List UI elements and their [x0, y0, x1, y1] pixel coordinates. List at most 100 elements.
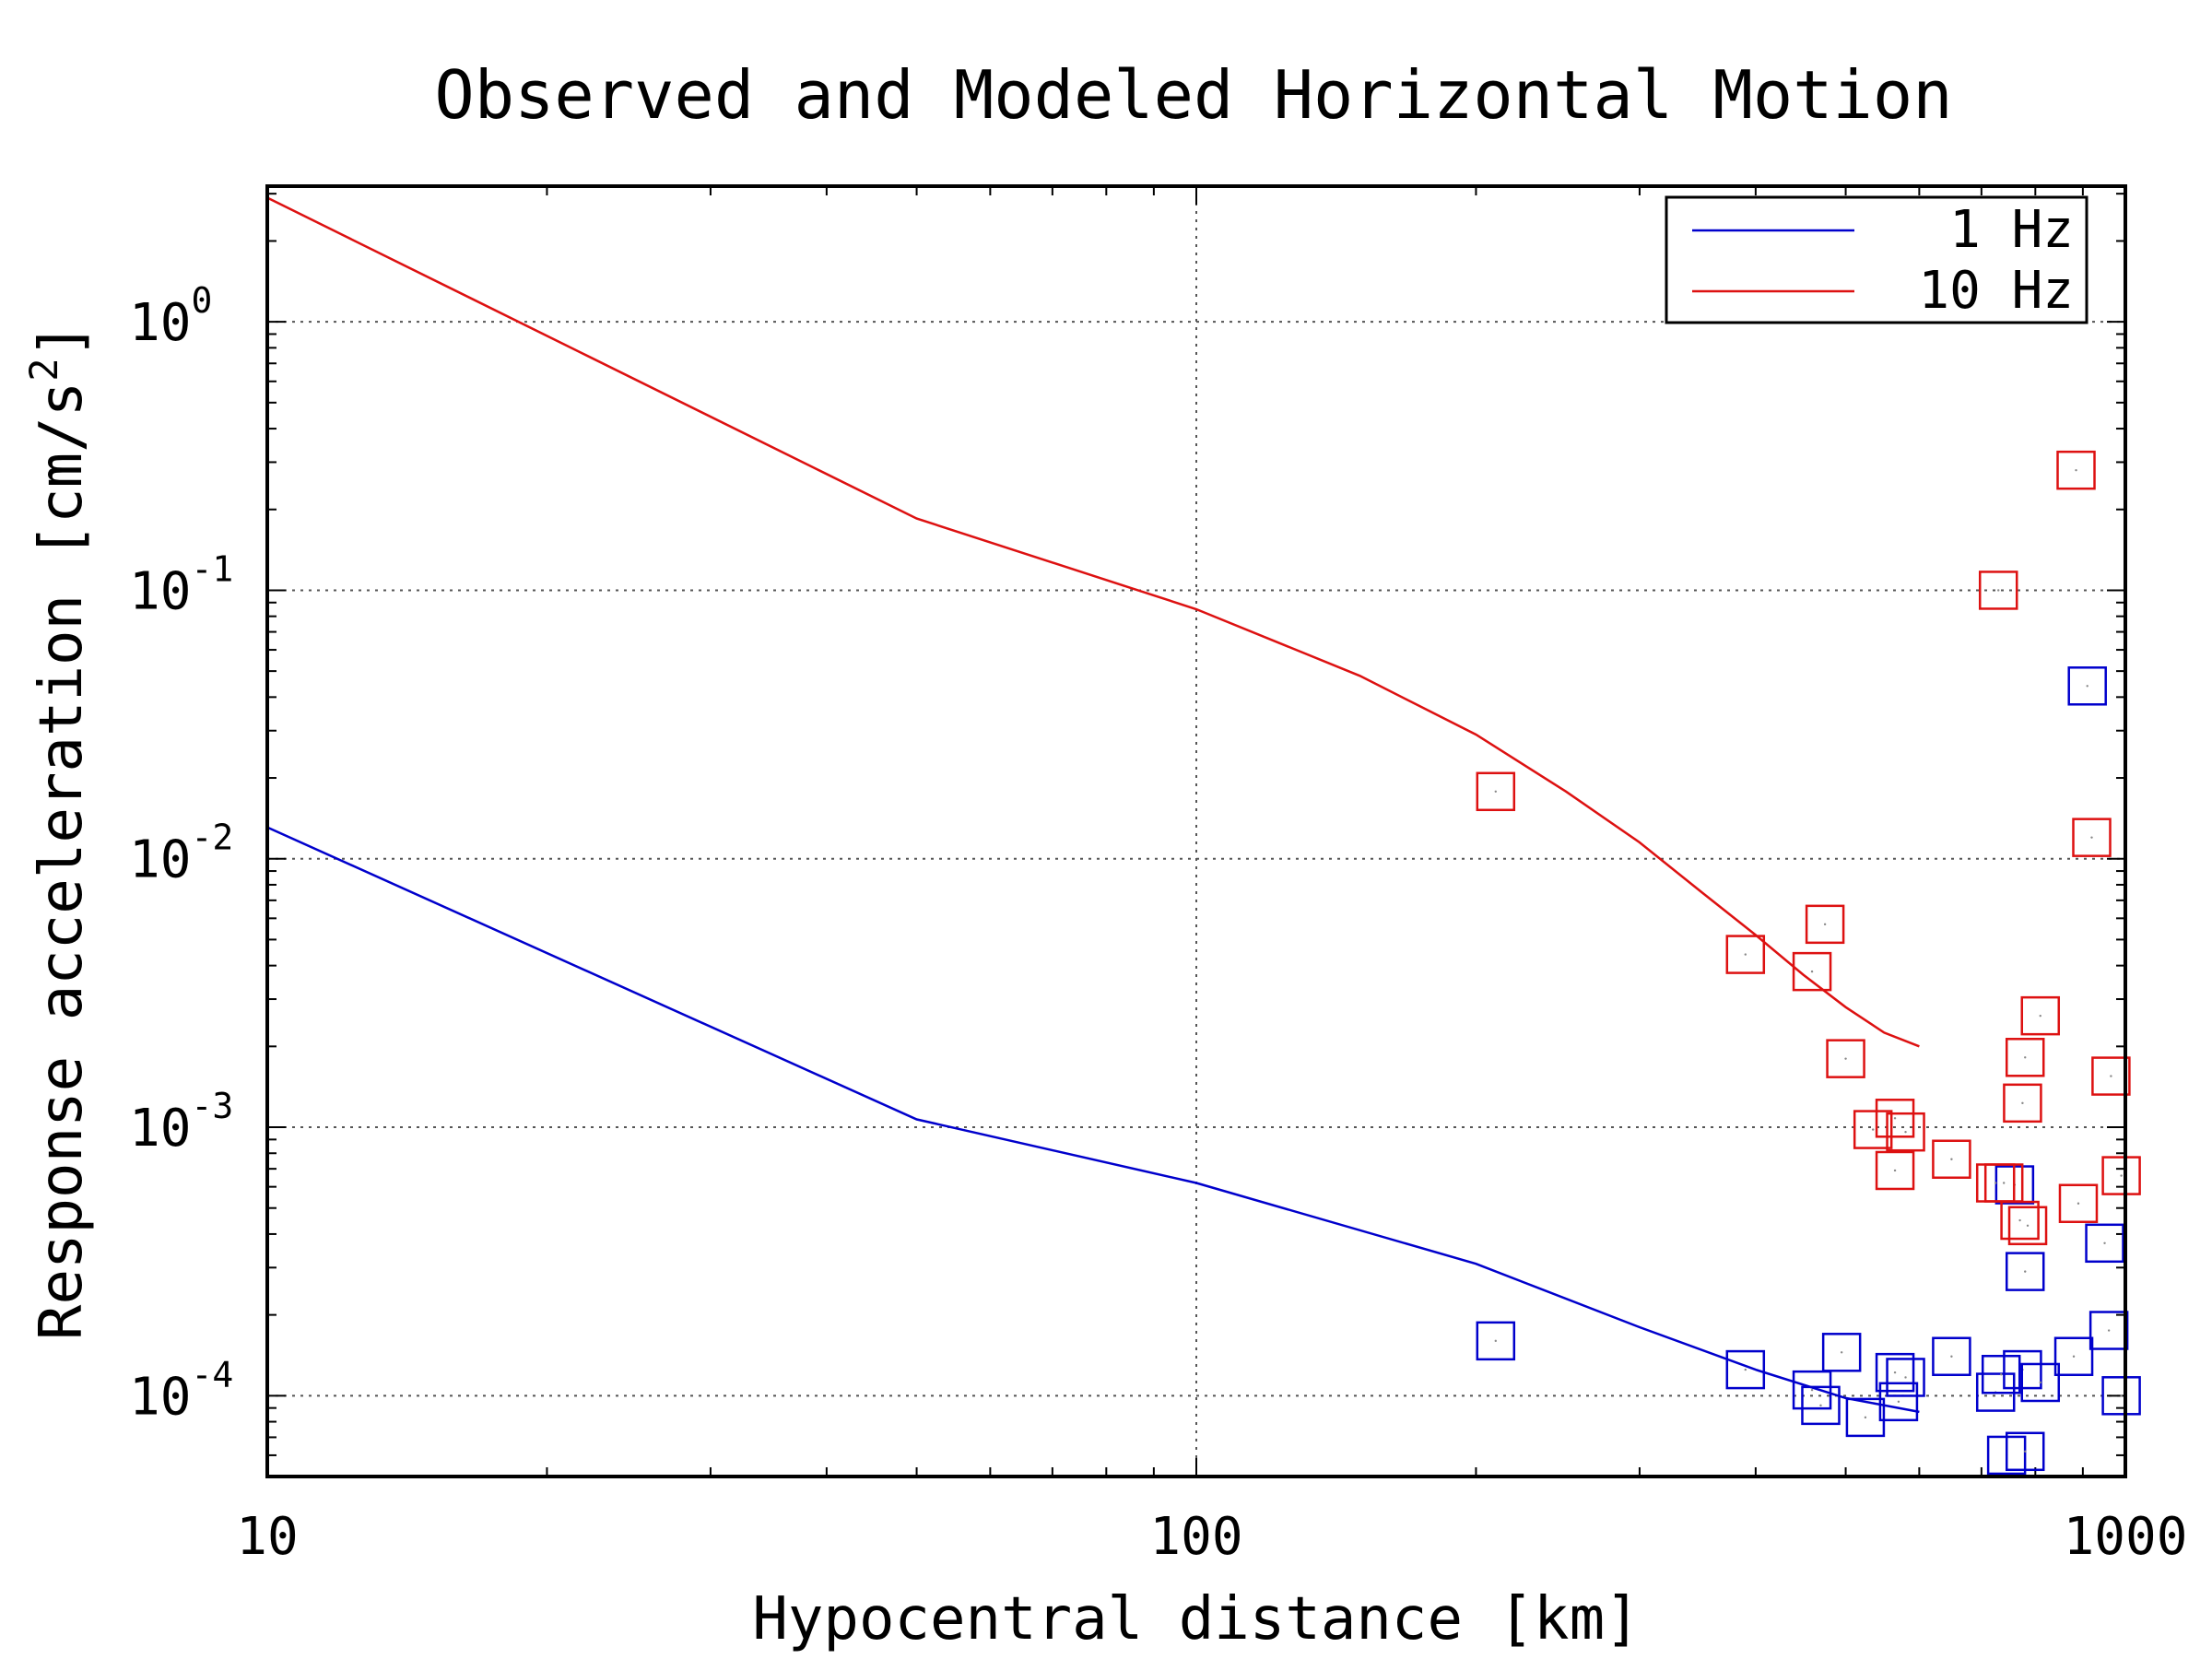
y-tick-label-base: 10: [129, 561, 191, 621]
data-point-center: [2120, 1394, 2123, 1397]
data-point-center: [2024, 1056, 2027, 1059]
data-point: [2020, 1362, 2061, 1403]
data-point: [1875, 1099, 1915, 1138]
data-point-center: [1950, 1158, 1953, 1160]
data-point-center: [2120, 1174, 2123, 1177]
data-point: [2005, 1252, 2045, 1291]
data-point-center: [1494, 790, 1497, 793]
data-point: [1886, 1112, 1925, 1152]
data-point-center: [1904, 1376, 1907, 1379]
data-point: [1821, 1333, 1862, 1372]
data-point: [2003, 1083, 2042, 1124]
data-point: [2056, 450, 2096, 490]
data-point-center: [1997, 589, 2000, 592]
data-point: [2000, 1200, 2040, 1241]
data-point-center: [1823, 923, 1827, 926]
chart-title: Observed and Modeled Horizontal Motion: [434, 56, 1952, 134]
data-point: [1845, 1397, 1886, 1438]
data-point-center: [1810, 1388, 1814, 1392]
model-line-10hz: [266, 196, 1920, 1048]
y-tick-label-exponent: -1: [191, 548, 233, 589]
data-point: [2091, 1056, 2131, 1096]
data-point-center: [1744, 953, 1747, 956]
data-point-center: [2039, 1014, 2041, 1018]
y-tick-label-exponent: -4: [191, 1354, 233, 1394]
data-point: [2005, 1431, 2045, 1472]
data-point-center: [1893, 1371, 1897, 1374]
y-tick-label: 10-4: [129, 1354, 233, 1427]
data-point: [2020, 995, 2061, 1036]
data-point: [1805, 904, 1845, 945]
y-axis-label-exponent: 2: [21, 358, 66, 381]
data-point-center: [2024, 1270, 2027, 1273]
plot-series: [266, 196, 2141, 1476]
data-point: [2053, 1336, 2094, 1376]
data-point: [1875, 1352, 1915, 1393]
data-point: [2088, 1311, 2129, 1350]
legend-label: 1 Hz: [1949, 200, 2074, 260]
data-point-center: [2072, 1355, 2076, 1358]
data-point: [2005, 1038, 2045, 1077]
data-point-center: [2002, 1182, 2006, 1184]
data-point: [2058, 1183, 2099, 1223]
data-point: [2085, 1223, 2124, 1264]
data-point: [1801, 1385, 1841, 1426]
x-tick-label: 10: [236, 1507, 298, 1567]
data-point-center: [2026, 1224, 2030, 1227]
data-point-center: [1744, 1368, 1747, 1371]
y-axis-label: Response acceleration [cm/s2]: [21, 323, 96, 1340]
data-point-center: [2018, 1218, 2021, 1222]
y-tick-label-exponent: 0: [191, 280, 212, 321]
data-point-center: [1494, 1339, 1497, 1343]
data-point: [1932, 1336, 1971, 1376]
data-point: [1476, 771, 1516, 812]
data-point-center: [1893, 1169, 1897, 1172]
data-point: [1875, 1150, 1915, 1191]
data-point-center: [1897, 1400, 1900, 1404]
data-point: [1476, 1321, 1516, 1361]
data-point-center: [1871, 1128, 1875, 1131]
data-point-center: [2000, 1373, 2003, 1376]
data-point-center: [2077, 1202, 2080, 1205]
data-point: [2067, 666, 2107, 706]
data-point-center: [2103, 1241, 2106, 1245]
data-point-center: [1844, 1057, 1847, 1060]
y-tick-label: 10-3: [129, 1086, 233, 1159]
data-point-center: [2086, 685, 2088, 688]
plot-frame: [265, 184, 2127, 1478]
y-tick-label-base: 10: [129, 1367, 191, 1427]
data-point-center: [2039, 1381, 2041, 1384]
data-point: [1725, 935, 1766, 974]
grid: [267, 186, 2125, 1477]
y-axis-label-end: ]: [28, 323, 96, 359]
y-axis-label-group: Response acceleration [cm/s2]: [21, 323, 96, 1340]
observed-points-10hz: [1476, 450, 2141, 1246]
observed-points-1hz: [1476, 666, 2141, 1476]
y-tick-label: 10-2: [129, 818, 233, 890]
data-point: [1725, 1349, 1766, 1390]
data-point-center: [2024, 1450, 2027, 1453]
y-tick-label: 100: [129, 280, 212, 353]
data-point-center: [1864, 1416, 1867, 1419]
data-point: [1978, 571, 2018, 610]
data-point: [1981, 1354, 2021, 1394]
data-point: [1932, 1139, 1971, 1179]
data-point-center: [1950, 1355, 1953, 1358]
legend-label: 10 Hz: [1918, 261, 2074, 321]
data-point: [1878, 1382, 1919, 1422]
data-point: [2072, 818, 2112, 857]
data-point: [2007, 1206, 2048, 1246]
y-tick-label-base: 10: [129, 830, 191, 890]
data-point-center: [2075, 468, 2077, 472]
y-tick-label-base: 10: [129, 1099, 191, 1159]
data-point-center: [1810, 970, 1814, 973]
data-point: [1853, 1110, 1893, 1149]
data-point-center: [2021, 1101, 2024, 1105]
data-point: [1792, 1370, 1832, 1410]
data-point: [1792, 951, 1832, 992]
x-axis-tick-labels: 10 100 1000: [236, 1507, 2187, 1567]
y-tick-label: 10-1: [129, 548, 233, 621]
